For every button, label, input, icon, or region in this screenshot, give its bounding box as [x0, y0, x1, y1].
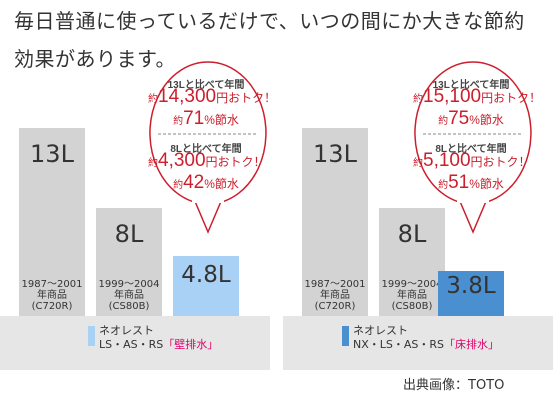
bar-8l: 8L 1999〜2004 年商品 (CS80B) [96, 208, 162, 316]
bar-value-label: 8L [114, 220, 144, 248]
callout-yen-13l: 約14,300円おトク！ [148, 86, 277, 107]
image-credit: 出典画像：TOTO [403, 378, 505, 393]
bar-value-label: 8L [397, 220, 427, 248]
callout-heading-13l: 13Lと比べて年間 [432, 80, 510, 91]
callout-percent-13l: 約71%節水 [173, 108, 239, 129]
base-band [283, 316, 553, 370]
chart-panel-floor-drain: 13L 1987〜2001 年商品 (C720R) 8L 1999〜2004 年… [283, 61, 553, 380]
chart-panel-wall-drain: 13L 1987〜2001 年商品 (C720R) 8L 1999〜2004 年… [0, 61, 276, 380]
callout-heading-13l: 13Lと比べて年間 [167, 80, 245, 91]
bar-value-label: 13L [30, 140, 74, 168]
bar-note: 1987〜2001 年商品 (C720R) [304, 279, 366, 312]
bar-3-8l: 3.8L [438, 271, 504, 316]
bar-4-8l: 4.8L [173, 256, 239, 316]
bar-13l: 13L 1987〜2001 年商品 (C720R) [302, 128, 368, 316]
headline-line-1: 毎日普通に使っているだけで、いつの間にか大きな節約 [14, 9, 525, 33]
callout-yen-13l: 約15,100円おトク！ [413, 86, 542, 107]
headline: 毎日普通に使っているだけで、いつの間にか大きな節約 効果があります。 [14, 2, 549, 78]
bar-value-label: 13L [313, 140, 357, 168]
bar-note: 1987〜2001 年商品 (C720R) [21, 279, 83, 312]
legend-swatch [88, 326, 95, 346]
bar-note: 1999〜2004 年商品 (CS80B) [381, 279, 443, 312]
legend-text: ネオレスト LS・AS・RS「壁排水」 [99, 324, 219, 351]
callout-heading-8l: 8Lと比べて年間 [435, 144, 507, 155]
bar-note: 1999〜2004 年商品 (CS80B) [98, 279, 160, 312]
callout-percent-8l: 約42%節水 [173, 172, 239, 193]
savings-callout: 13Lと比べて年間 約15,100円おトク！ 約75%節水 8Lと比べて年間 約… [413, 60, 542, 250]
base-band [0, 316, 270, 370]
savings-callout: 13Lと比べて年間 約14,300円おトク！ 約71%節水 8Lと比べて年間 約… [148, 60, 277, 250]
bar-value-label: 3.8L [446, 273, 496, 299]
callout-bubble-shape [149, 61, 267, 234]
legend-text: ネオレスト NX・LS・AS・RS「床排水」 [353, 324, 500, 351]
bar-value-label: 4.8L [181, 262, 231, 288]
callout-heading-8l: 8Lと比べて年間 [170, 144, 242, 155]
callout-percent-8l: 約51%節水 [438, 172, 504, 193]
legend-swatch [342, 326, 349, 346]
bar-13l: 13L 1987〜2001 年商品 (C720R) [19, 128, 85, 316]
callout-bubble-shape [414, 61, 532, 234]
callout-yen-8l: 約4,300円おトク！ [148, 150, 266, 171]
callout-yen-8l: 約5,100円おトク！ [413, 150, 531, 171]
headline-line-2: 効果があります。 [14, 47, 176, 71]
bar-8l: 8L 1999〜2004 年商品 (CS80B) [379, 208, 445, 316]
callout-percent-13l: 約75%節水 [438, 108, 504, 129]
